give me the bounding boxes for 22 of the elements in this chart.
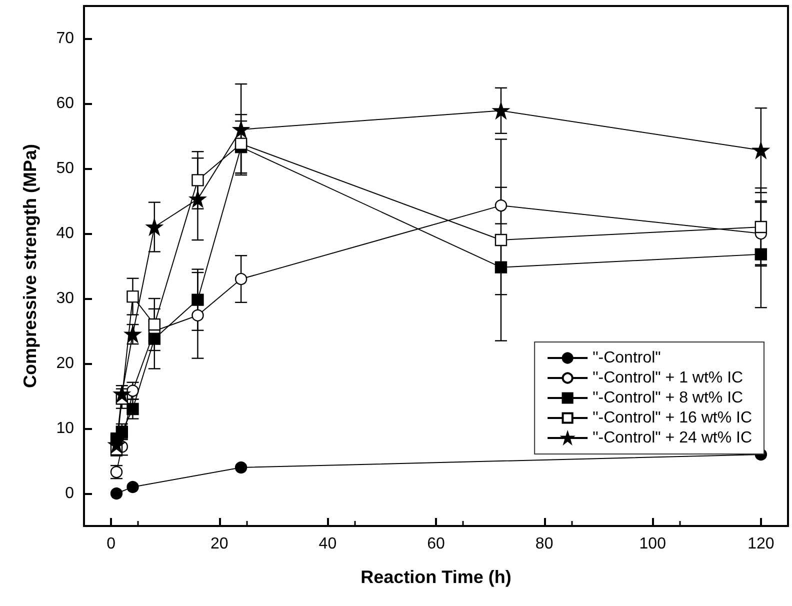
x-tick-label: 0 (106, 536, 116, 552)
legend-label: "-Control" + 16 wt% IC (592, 410, 752, 426)
y-tick-label: 30 (56, 290, 74, 307)
y-tick-label: 40 (56, 225, 74, 242)
x-tick-label: 40 (318, 536, 337, 552)
legend-label: "-Control" + 24 wt% IC (592, 430, 752, 446)
x-tick-label: 120 (748, 536, 774, 552)
y-tick-label: 20 (56, 355, 74, 372)
x-tick-label: 100 (639, 536, 666, 552)
y-tick-label: 60 (56, 95, 74, 112)
y-tick-label: 10 (56, 420, 74, 437)
x-tick-label: 80 (535, 536, 554, 552)
y-tick-label: 0 (65, 485, 74, 502)
y-tick-label: 70 (56, 30, 74, 47)
x-axis-title: Reaction Time (h) (360, 567, 512, 587)
legend-label: "-Control" + 1 wt% IC (592, 370, 744, 386)
x-tick-label: 20 (210, 536, 228, 552)
legend-label: "-Control" (592, 350, 661, 366)
x-tick-label: 60 (427, 536, 445, 552)
legend-label: "-Control" + 8 wt% IC (592, 390, 744, 406)
y-tick-label: 50 (56, 160, 74, 177)
y-axis-title: Compressive strength (MPa) (20, 144, 40, 388)
